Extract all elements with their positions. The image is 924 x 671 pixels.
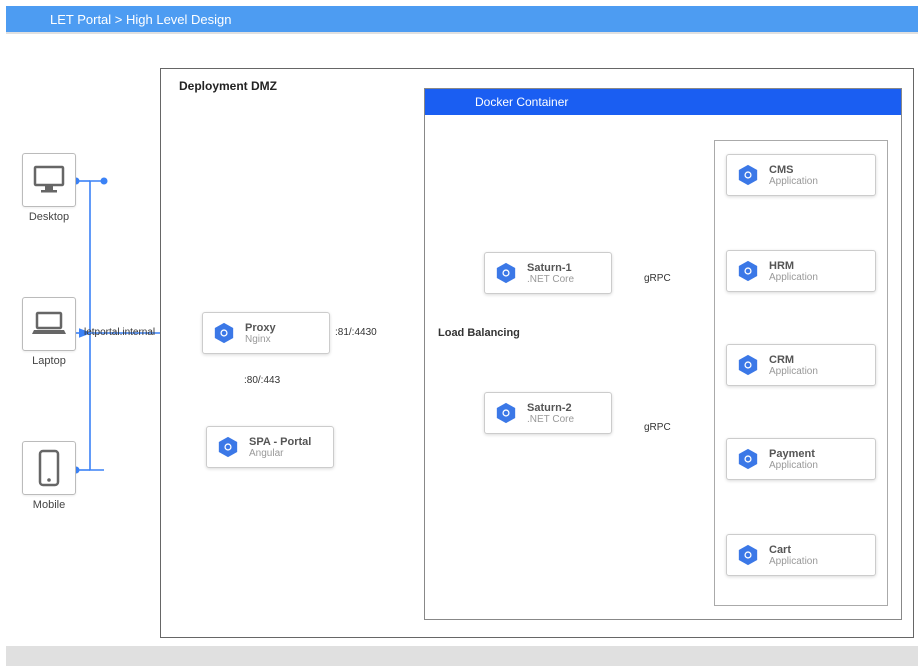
docker-header: Docker Container: [425, 89, 901, 115]
node-title: Saturn-2: [527, 402, 574, 414]
hex-icon: [495, 402, 517, 424]
node-title: SPA - Portal: [249, 436, 311, 448]
hex-icon: [737, 354, 759, 376]
node-sub: Application: [769, 460, 818, 471]
node-title: Proxy: [245, 322, 276, 334]
footer-bar: [6, 646, 918, 666]
node-sub: Application: [769, 272, 818, 283]
node-sub: Nginx: [245, 334, 276, 345]
node-sub: Angular: [249, 448, 311, 459]
device-mobile: Mobile: [22, 441, 76, 511]
hex-icon: [217, 436, 239, 458]
node-title: CMS: [769, 164, 818, 176]
device-label: Mobile: [22, 499, 76, 511]
edge-label-grpc2: gRPC: [644, 422, 671, 433]
node-title: Saturn-1: [527, 262, 574, 274]
edge-label-port81: :81/:4430: [335, 327, 377, 338]
node-sub: Application: [769, 556, 818, 567]
diagram-canvas: Desktop Laptop Mobile Deployment DMZ Doc…: [0, 38, 924, 645]
node-sub: .NET Core: [527, 274, 574, 285]
edge-label-port80: :80/:443: [244, 375, 280, 386]
node-proxy: Proxy Nginx: [202, 312, 330, 354]
device-label: Desktop: [22, 211, 76, 223]
edge-label-lb: Load Balancing: [438, 327, 520, 339]
node-hrm: HRM Application: [726, 250, 876, 292]
mobile-icon: [22, 441, 76, 495]
hex-icon: [495, 262, 517, 284]
hex-icon: [737, 164, 759, 186]
node-title: CRM: [769, 354, 818, 366]
desktop-icon: [22, 153, 76, 207]
page-header: LET Portal > High Level Design: [6, 6, 918, 34]
node-saturn2: Saturn-2 .NET Core: [484, 392, 612, 434]
header-title: LET Portal > High Level Design: [50, 12, 232, 27]
hex-icon: [737, 544, 759, 566]
hex-icon: [213, 322, 235, 344]
laptop-icon: [22, 297, 76, 351]
hex-icon: [737, 448, 759, 470]
dmz-title: Deployment DMZ: [179, 79, 277, 93]
node-crm: CRM Application: [726, 344, 876, 386]
docker-title: Docker Container: [475, 95, 568, 109]
node-sub: Application: [769, 366, 818, 377]
node-saturn1: Saturn-1 .NET Core: [484, 252, 612, 294]
node-title: Cart: [769, 544, 818, 556]
node-title: Payment: [769, 448, 818, 460]
edge-label-grpc1: gRPC: [644, 273, 671, 284]
node-title: HRM: [769, 260, 818, 272]
node-cms: CMS Application: [726, 154, 876, 196]
device-laptop: Laptop: [22, 297, 76, 367]
edge-label-letportal: letportal.internal: [84, 327, 155, 338]
device-desktop: Desktop: [22, 153, 76, 223]
node-payment: Payment Application: [726, 438, 876, 480]
node-sub: .NET Core: [527, 414, 574, 425]
device-label: Laptop: [22, 355, 76, 367]
node-cart: Cart Application: [726, 534, 876, 576]
node-spa: SPA - Portal Angular: [206, 426, 334, 468]
hex-icon: [737, 260, 759, 282]
node-sub: Application: [769, 176, 818, 187]
